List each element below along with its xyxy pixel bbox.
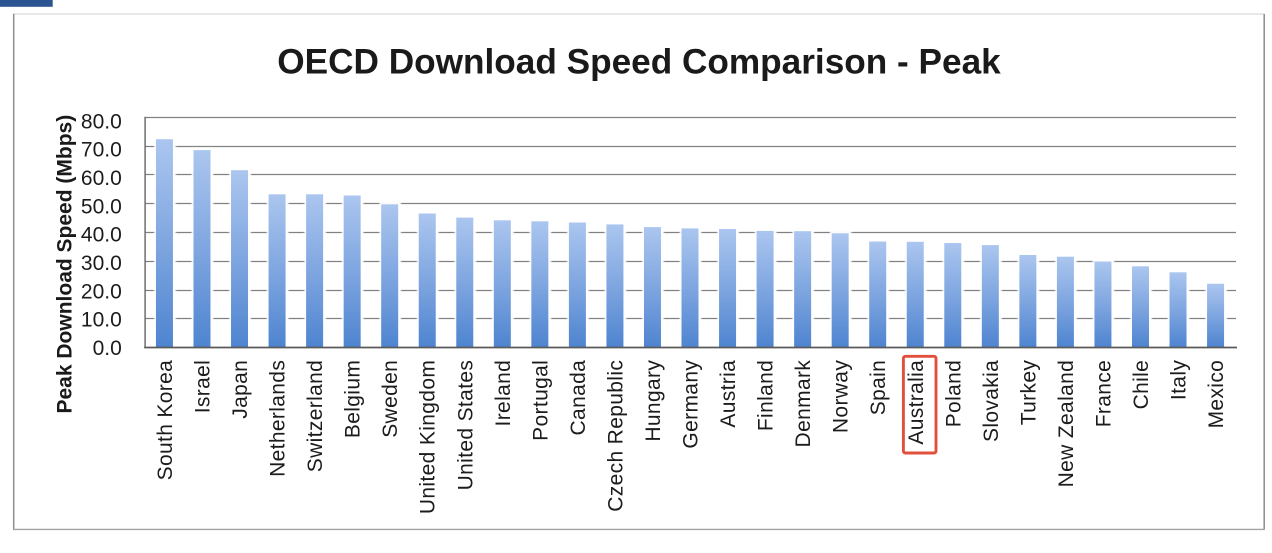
svg-text:Israel: Israel — [191, 360, 214, 413]
svg-text:Netherlands: Netherlands — [267, 360, 290, 477]
svg-text:Slovakia: Slovakia — [980, 360, 1003, 442]
svg-text:60.0: 60.0 — [81, 167, 122, 190]
svg-text:Austria: Austria — [717, 360, 740, 428]
svg-text:OECD Download Speed Comparison: OECD Download Speed Comparison - Peak — [277, 43, 1001, 82]
svg-text:New Zealand: New Zealand — [1055, 360, 1078, 488]
svg-text:80.0: 80.0 — [81, 110, 122, 133]
svg-text:Germany: Germany — [680, 360, 703, 449]
svg-text:40.0: 40.0 — [81, 224, 122, 247]
svg-text:Australia: Australia — [905, 360, 928, 445]
svg-text:Norway: Norway — [830, 360, 853, 433]
svg-text:Spain: Spain — [867, 360, 890, 415]
svg-text:50.0: 50.0 — [81, 195, 122, 218]
svg-text:Poland: Poland — [942, 360, 965, 428]
svg-text:30.0: 30.0 — [81, 252, 122, 275]
svg-text:Finland: Finland — [755, 360, 778, 431]
svg-text:Chile: Chile — [1130, 360, 1153, 410]
svg-text:Canada: Canada — [567, 360, 590, 436]
svg-text:Turkey: Turkey — [1017, 360, 1040, 426]
svg-text:Portugal: Portugal — [529, 360, 552, 441]
svg-text:Japan: Japan — [229, 360, 252, 419]
svg-text:0.0: 0.0 — [93, 337, 122, 360]
svg-text:France: France — [1092, 360, 1115, 427]
svg-text:Czech Republic: Czech Republic — [604, 360, 627, 512]
svg-text:Belgium: Belgium — [342, 360, 365, 438]
svg-text:Ireland: Ireland — [492, 360, 515, 427]
svg-text:Hungary: Hungary — [642, 360, 665, 442]
svg-text:United States: United States — [454, 360, 477, 491]
svg-text:Sweden: Sweden — [379, 360, 402, 438]
svg-text:10.0: 10.0 — [81, 309, 122, 332]
svg-text:20.0: 20.0 — [81, 280, 122, 303]
svg-text:Peak Download Speed (Mbps): Peak Download Speed (Mbps) — [54, 115, 77, 414]
svg-text:South Korea: South Korea — [154, 360, 177, 481]
svg-text:Switzerland: Switzerland — [304, 360, 327, 472]
svg-text:Italy: Italy — [1168, 360, 1191, 400]
svg-text:Mexico: Mexico — [1205, 360, 1228, 429]
svg-text:Denmark: Denmark — [792, 360, 815, 448]
svg-text:70.0: 70.0 — [81, 139, 122, 162]
svg-text:United Kingdom: United Kingdom — [417, 360, 440, 514]
